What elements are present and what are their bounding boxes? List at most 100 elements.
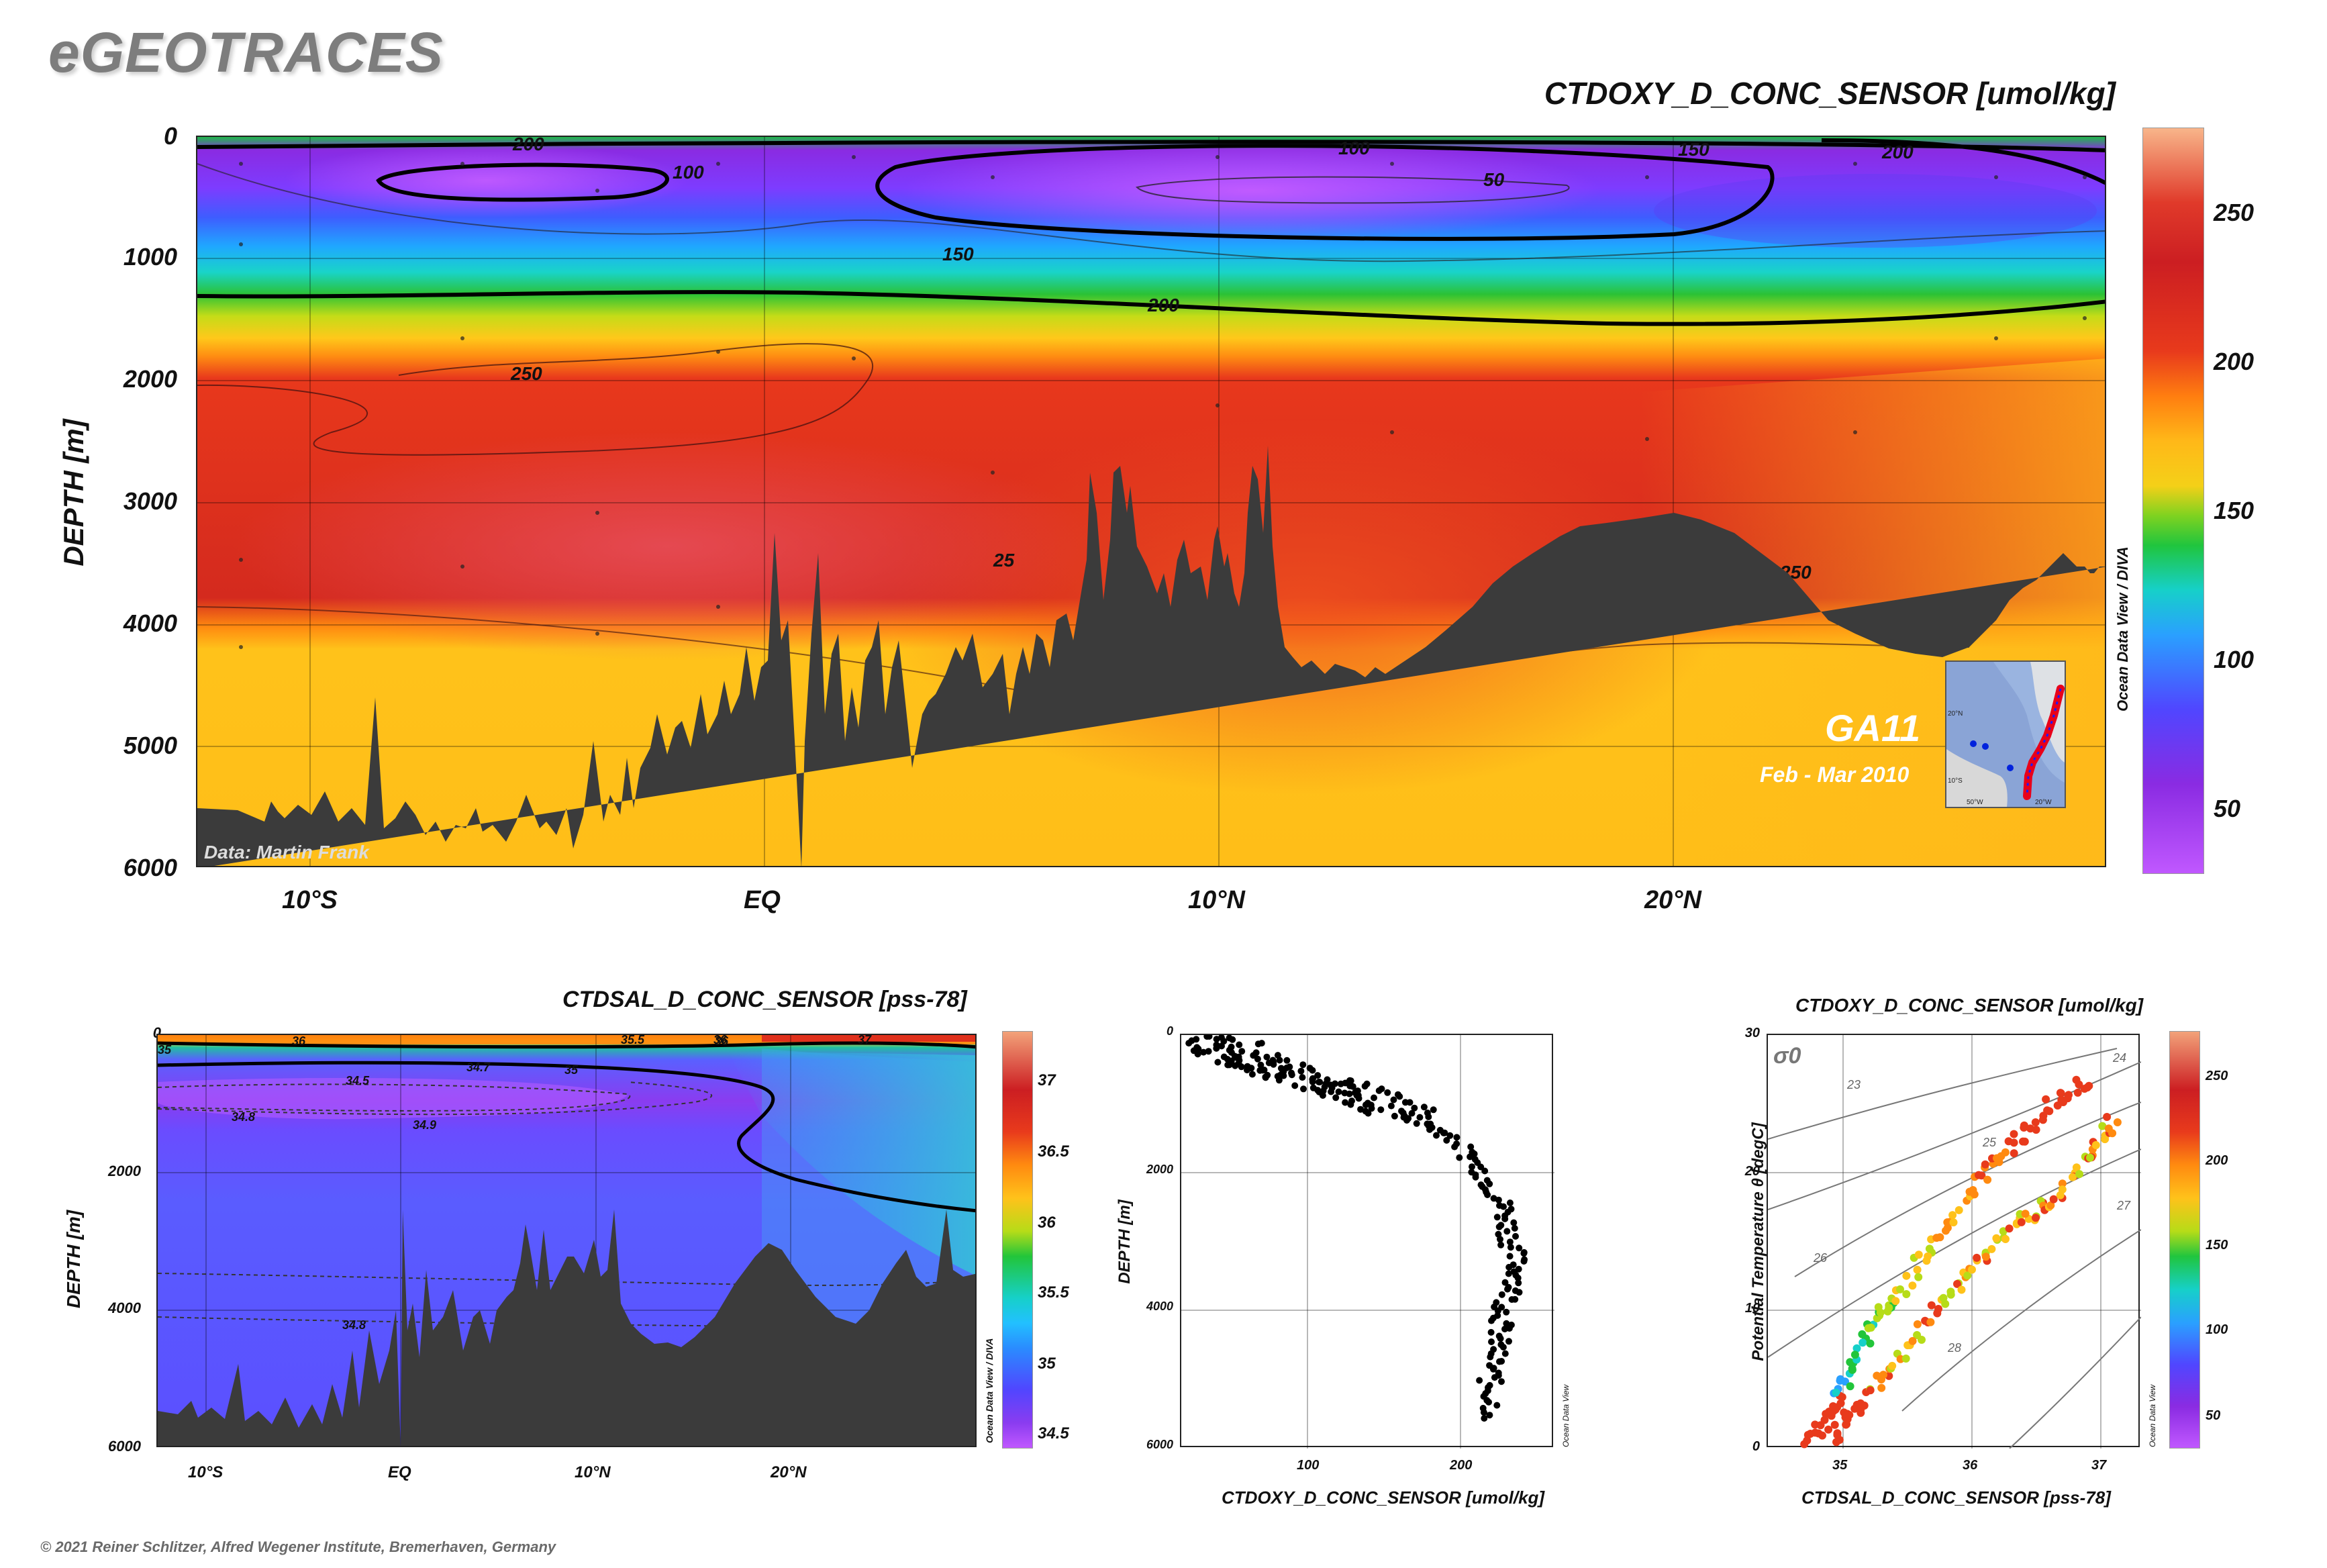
contour-label: 200 <box>1881 142 1914 162</box>
profile-point <box>1443 1136 1450 1144</box>
ts-point <box>2056 1089 2065 1097</box>
ts-point <box>1927 1301 1936 1310</box>
sigma-label: σ0 <box>1773 1043 1801 1069</box>
odv-label-sal: Ocean Data View / DIVA <box>984 1295 995 1443</box>
main-title: CTDOXY_D_CONC_SENSOR [umol/kg] <box>1544 76 2116 111</box>
profile-point <box>1497 1241 1505 1248</box>
profile-point <box>1297 1067 1305 1075</box>
profile-point <box>1451 1143 1458 1150</box>
colorbar-tick: 150 <box>2214 497 2255 524</box>
profile-point <box>1511 1224 1518 1232</box>
y-tick: 0 <box>1166 1024 1173 1038</box>
profile-points <box>1173 1033 1528 1422</box>
y-tick: 0 <box>152 1024 161 1041</box>
salinity-plot: 36 36 35.5 36 37 34.5 34.7 35 34.8 34.9 … <box>156 1034 977 1447</box>
x-tick: 10°N <box>1188 886 1245 914</box>
x-tick: 37 <box>2091 1458 2107 1473</box>
ts-point <box>2010 1149 2018 1158</box>
y-tick: 6000 <box>1146 1438 1173 1451</box>
profile-point <box>1368 1105 1375 1112</box>
main-contour-labels: 200 100 100 150 200 50 150 200 250 25 25… <box>510 137 1914 583</box>
ts-point <box>1970 1190 1979 1199</box>
profile-point <box>1232 1062 1239 1069</box>
profile-point <box>1520 1258 1528 1265</box>
contour-label: 25 <box>993 550 1015 571</box>
ts-point <box>1888 1361 1897 1370</box>
ts-point <box>2072 1075 2081 1084</box>
contour-label: 36 <box>713 1035 728 1046</box>
profile-point <box>1299 1061 1307 1069</box>
contour-label: 35.5 <box>621 1035 645 1046</box>
profile-point <box>1238 1048 1246 1055</box>
y-tick: 20 <box>1744 1164 1760 1179</box>
ts-point <box>1908 1336 1917 1345</box>
profile-point <box>1256 1067 1264 1074</box>
profile-point <box>1337 1080 1344 1087</box>
isopycnal-label: 26 <box>1813 1251 1828 1265</box>
y-tick: 0 <box>163 122 177 150</box>
y-tick: 2000 <box>1146 1163 1173 1176</box>
profile-point <box>1335 1088 1342 1095</box>
data-credit: Data: Martin Frank <box>204 842 369 863</box>
colorbar-tick: 150 <box>2206 1238 2228 1253</box>
profile-point <box>1328 1088 1335 1095</box>
profile-point <box>1505 1263 1513 1271</box>
profile-point <box>1214 1059 1222 1066</box>
profile-point <box>1244 1067 1250 1074</box>
y-tick: 0 <box>1752 1439 1760 1454</box>
ts-point <box>1896 1285 1904 1293</box>
ts-point <box>1829 1402 1838 1410</box>
profile-point <box>1506 1238 1514 1246</box>
profile-point <box>1481 1415 1488 1422</box>
ts-point <box>1992 1234 2001 1242</box>
y-tick: 6000 <box>123 854 177 881</box>
ts-point <box>2005 1224 2014 1233</box>
ts-points <box>1800 1075 2122 1449</box>
profile-point <box>1262 1074 1269 1081</box>
contour-label: 200 <box>512 137 544 154</box>
ts-point <box>2058 1179 2067 1188</box>
profile-point <box>1493 1214 1501 1221</box>
profile-point <box>1371 1094 1377 1101</box>
y-tick: 4000 <box>108 1300 141 1316</box>
ts-point <box>2010 1138 2018 1147</box>
profile-point <box>1504 1285 1511 1293</box>
y-tick: 2000 <box>108 1163 141 1179</box>
ts-point <box>1858 1330 1867 1338</box>
ts-point <box>1981 1253 1990 1261</box>
profile-point <box>1441 1129 1448 1136</box>
x-tick: 100 <box>1297 1458 1320 1473</box>
profile-point <box>1487 1328 1495 1336</box>
profile-point <box>1347 1101 1354 1108</box>
ts-point <box>2058 1185 2067 1194</box>
contour-label: 34.8 <box>342 1318 366 1332</box>
profile-point <box>1275 1077 1283 1084</box>
ts-colorbar <box>2169 1031 2200 1449</box>
ts-point <box>1818 1431 1826 1440</box>
colorbar-tick: 250 <box>2214 199 2255 226</box>
isopycnal-label: 25 <box>1982 1136 1997 1149</box>
contour-label: 100 <box>673 162 704 183</box>
isopycnal-label: 28 <box>1947 1341 1961 1355</box>
ts-point <box>1968 1265 1976 1274</box>
contour-label: 200 <box>1147 295 1179 315</box>
ts-point <box>2108 1129 2117 1138</box>
profile-point <box>1467 1143 1475 1150</box>
profile-point <box>1408 1110 1416 1117</box>
ts-point <box>1891 1297 1900 1306</box>
ts-point <box>1926 1318 1935 1326</box>
colorbar-tick: 100 <box>2206 1322 2228 1337</box>
odv-label-main: Ocean Data View / DIVA <box>2114 546 2141 712</box>
ts-point <box>1902 1271 1911 1280</box>
profile-point <box>1377 1106 1385 1114</box>
profile-point <box>1503 1320 1510 1327</box>
profile-point <box>1391 1112 1398 1120</box>
profile-point <box>1476 1377 1483 1384</box>
profile-point <box>1501 1350 1509 1357</box>
x-tick: 10°S <box>188 1463 224 1481</box>
profile-point <box>1218 1042 1225 1050</box>
y-tick: 10 <box>1744 1301 1760 1316</box>
ts-point <box>2043 1106 2052 1115</box>
ts-point <box>1902 1290 1911 1298</box>
odv-label-text: Ocean Data View <box>2148 1384 2157 1447</box>
